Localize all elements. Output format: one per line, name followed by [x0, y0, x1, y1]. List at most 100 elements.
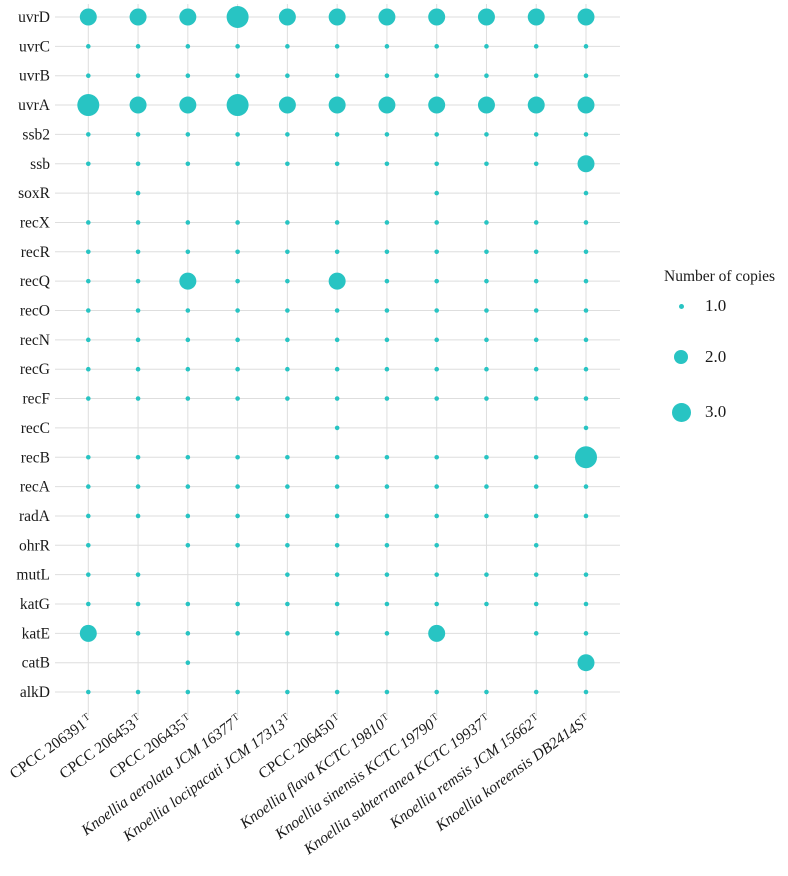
y-axis-label: recA — [20, 479, 51, 496]
data-dot — [135, 366, 141, 372]
data-dot — [484, 366, 489, 372]
data-dot — [135, 220, 141, 225]
data-dot — [533, 601, 539, 607]
data-dot — [235, 689, 240, 695]
data-dot — [533, 308, 539, 313]
data-dot — [428, 96, 446, 114]
data-dot — [285, 631, 290, 636]
data-dot — [334, 366, 340, 372]
data-dot — [135, 190, 141, 196]
data-dot — [484, 396, 489, 401]
data-dot — [533, 132, 539, 137]
data-dot — [77, 94, 100, 117]
data-dot — [583, 425, 589, 431]
data-dot — [384, 689, 390, 695]
data-dot — [533, 366, 539, 372]
data-dot — [235, 132, 240, 137]
data-dot — [185, 660, 191, 665]
data-dot — [135, 73, 141, 78]
data-dot — [185, 249, 191, 255]
data-dot — [434, 689, 439, 695]
data-dot — [384, 161, 390, 167]
data-dot — [384, 278, 390, 284]
data-dot — [583, 249, 589, 255]
data-dot — [583, 44, 589, 49]
data-dot — [235, 337, 240, 343]
y-axis-label: mutL — [16, 567, 50, 584]
data-dot — [86, 601, 91, 607]
data-dot — [285, 132, 290, 137]
data-dot — [135, 161, 141, 167]
data-dot — [135, 572, 141, 577]
y-axis-label: recC — [21, 420, 50, 437]
y-axis-label: alkD — [20, 684, 50, 701]
data-dot — [484, 572, 489, 577]
data-dot — [285, 601, 290, 607]
data-dot — [86, 366, 91, 372]
data-dot — [328, 272, 346, 290]
data-dot — [334, 543, 340, 548]
data-dot — [135, 396, 141, 401]
data-dot — [285, 484, 290, 489]
data-dot — [533, 396, 539, 401]
y-axis-label: recQ — [20, 273, 50, 290]
data-dot — [135, 337, 141, 343]
data-dot — [185, 484, 191, 489]
y-axis-label: uvrA — [18, 97, 51, 114]
data-dot — [484, 132, 489, 137]
data-dot — [384, 631, 390, 636]
y-axis-label: recB — [21, 449, 50, 466]
data-dot — [285, 513, 290, 519]
data-dot — [135, 278, 141, 284]
data-dot — [583, 278, 589, 284]
data-dot — [434, 366, 439, 372]
y-axis-label: recF — [22, 391, 50, 408]
data-dot — [185, 161, 191, 167]
data-dot — [86, 249, 91, 255]
data-dot — [334, 132, 340, 137]
data-dot — [334, 44, 340, 49]
data-dot — [86, 513, 91, 519]
data-dot — [235, 161, 240, 167]
y-axis-label: recG — [20, 361, 50, 378]
data-dot — [533, 337, 539, 343]
y-axis-label: ssb2 — [22, 126, 50, 143]
data-dot — [86, 454, 91, 460]
data-dot — [434, 513, 439, 519]
data-dot — [583, 631, 589, 636]
legend-dot-wrap — [664, 350, 698, 364]
legend-item: 2.0 — [664, 344, 726, 370]
data-dot — [285, 161, 290, 167]
y-axis-label: radA — [19, 508, 51, 525]
data-dot — [235, 396, 240, 401]
data-dot — [185, 73, 191, 78]
data-dot — [334, 454, 340, 460]
data-dot — [235, 484, 240, 489]
data-dot — [334, 572, 340, 577]
data-dot — [185, 631, 191, 636]
data-dot — [384, 249, 390, 255]
data-dot — [285, 73, 290, 78]
data-dot — [583, 366, 589, 372]
data-dot — [235, 278, 240, 284]
legend: Number of copies 1.0 2.0 3.0 — [664, 268, 788, 422]
data-dot — [384, 484, 390, 489]
data-dot — [384, 601, 390, 607]
data-dot — [334, 337, 340, 343]
data-dot — [285, 689, 290, 695]
data-dot — [285, 308, 290, 313]
data-dot — [86, 396, 91, 401]
data-dot — [533, 454, 539, 460]
data-dot — [575, 446, 597, 469]
data-dot — [384, 572, 390, 577]
data-dot — [235, 249, 240, 255]
data-dot — [533, 44, 539, 49]
data-dot — [129, 8, 147, 26]
data-dot — [577, 96, 595, 114]
data-dot — [278, 96, 296, 114]
data-dot — [235, 220, 240, 225]
data-dot — [384, 543, 390, 548]
legend-dot-2-copies — [674, 350, 688, 364]
data-dot — [226, 6, 249, 28]
data-dot — [577, 155, 595, 173]
